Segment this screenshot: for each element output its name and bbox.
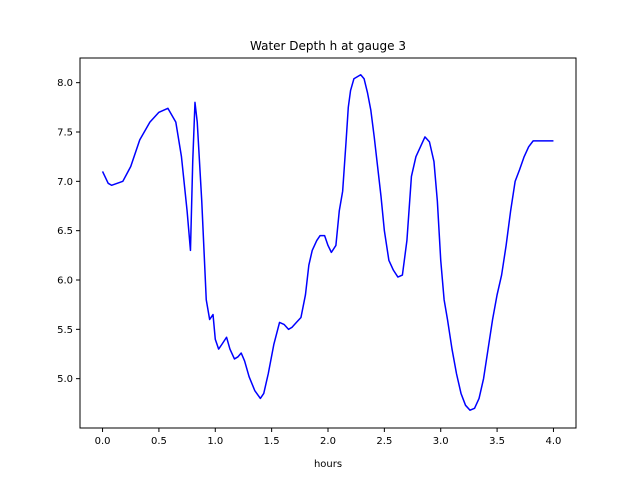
series-line-0 (101, 74, 554, 411)
x-axis-label: hours (314, 459, 342, 470)
x-tick-label: 1.0 (207, 436, 223, 447)
y-tick-label: 6.5 (57, 226, 73, 237)
x-tick-label: 3.5 (489, 436, 505, 447)
plot-layer (101, 74, 554, 411)
chart-title: Water Depth h at gauge 3 (250, 39, 406, 53)
x-tick-label: 2.5 (376, 436, 392, 447)
y-tick-label: 7.5 (57, 128, 73, 139)
y-tick-label: 5.0 (57, 374, 73, 385)
x-tick-label: 1.5 (264, 436, 280, 447)
x-tick-label: 0.5 (151, 436, 167, 447)
ticks-layer: 0.0 0.5 1.0 1.5 2.0 2.5 3.0 3.5 4.0 5.0 5.5 6.0 6.5 7… (57, 78, 561, 447)
y-tick-label: 6.0 (57, 276, 73, 287)
x-tick-label: 2.0 (320, 436, 336, 447)
x-tick-label: 4.0 (546, 436, 562, 447)
x-tick-label: 0.0 (95, 436, 111, 447)
y-tick-label: 5.5 (57, 325, 73, 336)
y-tick-label: 7.0 (57, 177, 73, 188)
x-tick-label: 3.0 (433, 436, 449, 447)
y-tick-label: 8.0 (57, 78, 73, 89)
